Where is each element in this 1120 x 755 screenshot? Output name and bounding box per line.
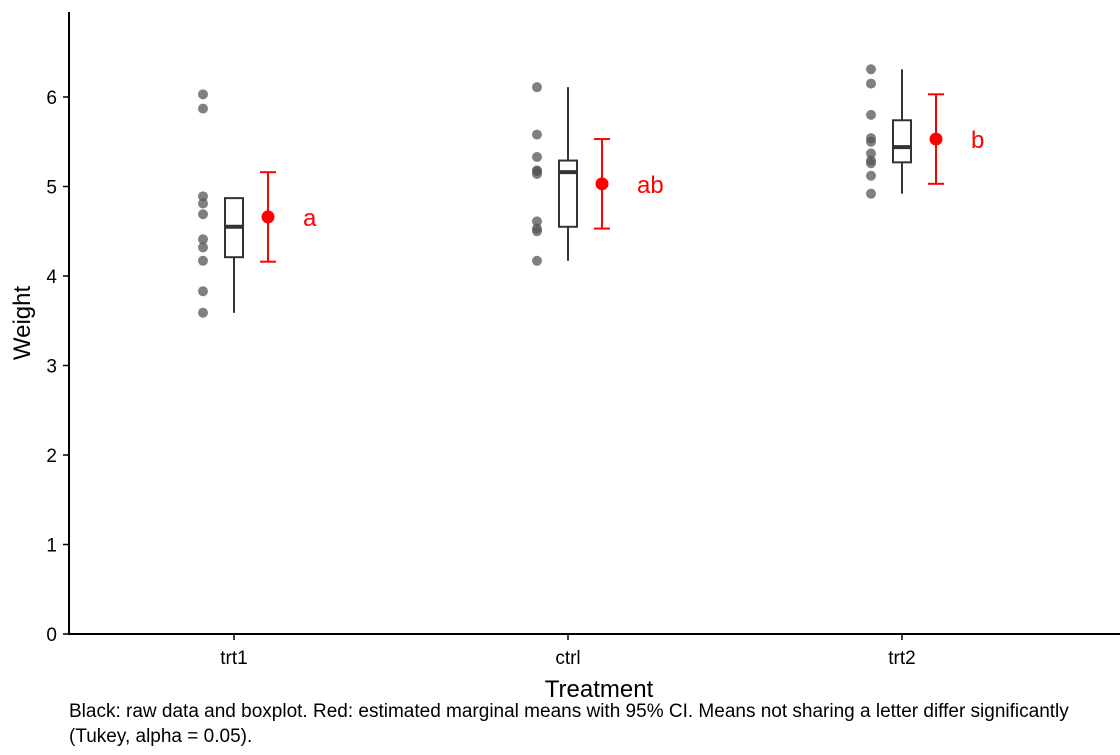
raw-point-trt1-3 — [198, 198, 208, 209]
group-letter-trt2: b — [971, 127, 984, 154]
emmean-point-trt1 — [261, 210, 275, 224]
x-tick-label-ctrl: ctrl — [555, 648, 580, 669]
raw-point-trt1-1 — [198, 103, 208, 114]
raw-point-trt2-8 — [866, 170, 876, 181]
x-axis-title: Treatment — [545, 676, 654, 700]
raw-point-ctrl-6 — [532, 216, 542, 227]
x-tick-label-trt1: trt1 — [220, 648, 247, 669]
axes: 0 1 2 3 4 5 6 trt1 ctrl trt2 — [46, 88, 915, 669]
y-tick-label-0: 0 — [46, 625, 57, 646]
raw-point-ctrl-8 — [532, 226, 542, 237]
raw-point-trt2-5 — [866, 148, 876, 159]
box-trt2 — [892, 119, 912, 164]
raw-point-trt2-0 — [866, 64, 876, 75]
emmean-point-ctrl — [595, 177, 609, 191]
group-letter-ctrl: ab — [637, 172, 664, 199]
y-tick-label-6: 6 — [46, 88, 57, 109]
group-letter-trt1: a — [303, 205, 317, 232]
x-tick-label-trt2: trt2 — [888, 648, 915, 669]
box-ctrl — [558, 159, 578, 228]
raw-point-trt1-4 — [198, 209, 208, 220]
raw-point-trt1-0 — [198, 89, 208, 100]
chart: a ab b 0 1 2 3 4 5 6 trt1 ctrl trt2 Treatment Weigh… — [9, 12, 1120, 700]
y-tick-label-1: 1 — [46, 536, 57, 557]
y-tick-label-4: 4 — [46, 267, 57, 288]
raw-point-ctrl-1 — [532, 129, 542, 140]
raw-point-trt1-6 — [198, 242, 208, 253]
raw-point-trt2-2 — [866, 109, 876, 120]
y-tick-label-5: 5 — [46, 178, 57, 199]
raw-point-trt2-9 — [866, 188, 876, 199]
raw-point-ctrl-5 — [532, 168, 542, 179]
raw-point-trt1-2 — [198, 191, 208, 202]
chart-caption: Black: raw data and boxplot. Red: estima… — [69, 701, 1069, 747]
raw-point-ctrl-2 — [532, 151, 542, 162]
plot-area: a ab b — [198, 64, 984, 318]
emmean-point-trt2 — [929, 132, 943, 146]
y-axis-title: Weight — [9, 286, 36, 361]
raw-point-trt1-7 — [198, 255, 208, 266]
raw-point-trt2-7 — [866, 158, 876, 169]
raw-point-ctrl-9 — [532, 255, 542, 266]
raw-point-trt1-5 — [198, 234, 208, 245]
raw-point-trt2-4 — [866, 136, 876, 147]
y-tick-label-3: 3 — [46, 357, 57, 378]
raw-point-ctrl-0 — [532, 82, 542, 93]
raw-point-trt1-9 — [198, 307, 208, 318]
raw-point-trt1-8 — [198, 286, 208, 297]
raw-point-trt2-1 — [866, 78, 876, 89]
y-tick-label-2: 2 — [46, 446, 57, 467]
